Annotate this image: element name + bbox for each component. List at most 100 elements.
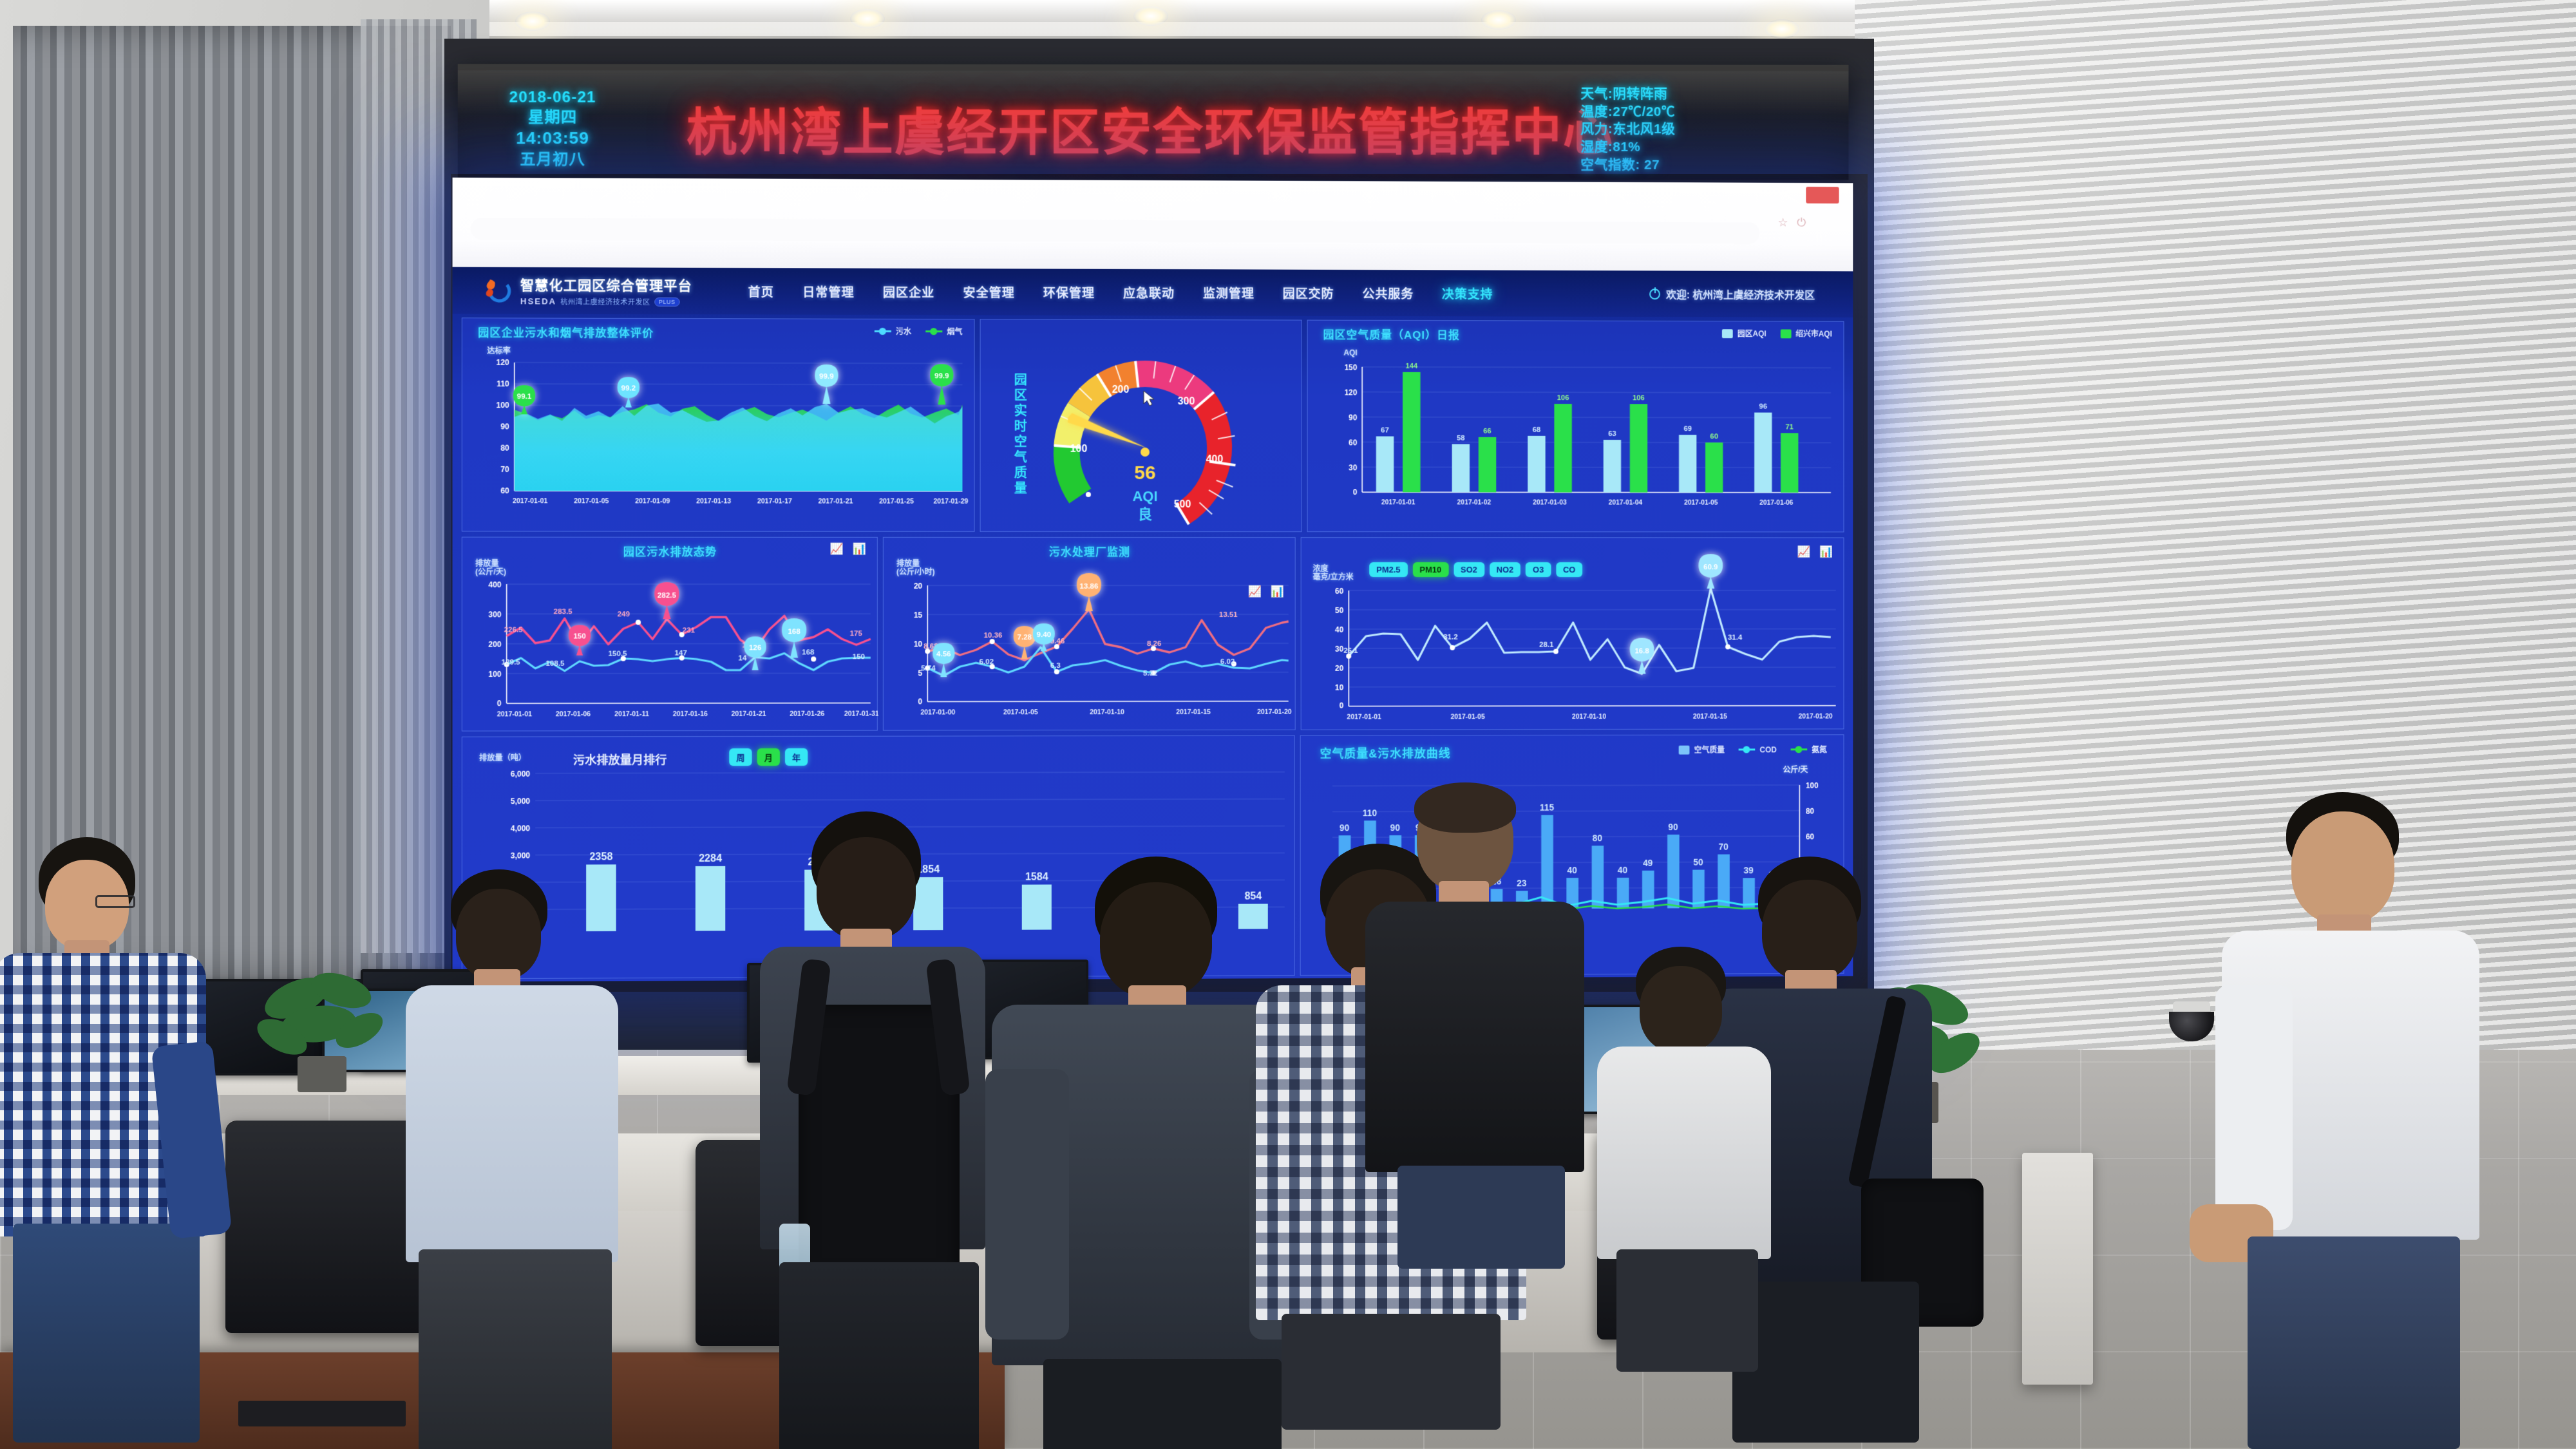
svg-text:249: 249 [618, 611, 630, 618]
svg-text:150: 150 [1345, 363, 1358, 372]
nav-item-env-mgmt[interactable]: 环保管理 [1043, 286, 1095, 301]
person-8-seated-white-shirt [1597, 947, 1777, 1372]
bar-chart-toggle-icon[interactable]: 📊 [1819, 545, 1833, 558]
tab-no2[interactable]: NO2 [1489, 562, 1521, 578]
person-9-standing-right [2190, 792, 2499, 1449]
tab-pm10[interactable]: PM10 [1412, 562, 1449, 578]
nav-item-emergency[interactable]: 应急联动 [1123, 287, 1175, 301]
person-arm-left [985, 1069, 1069, 1340]
downlight-3 [850, 9, 885, 28]
svg-text:2358: 2358 [589, 851, 612, 862]
legend-item-cod[interactable]: COD [1738, 745, 1777, 754]
svg-text:5.32: 5.32 [1143, 670, 1157, 677]
svg-text:175: 175 [850, 630, 863, 638]
bar-chart-toggle-icon[interactable]: 📊 [1271, 585, 1285, 598]
tab-co[interactable]: CO [1556, 562, 1583, 578]
svg-text:300: 300 [1178, 395, 1195, 407]
gauge-unit: AQI [1132, 488, 1157, 504]
svg-text:2017-01-01: 2017-01-01 [497, 710, 532, 718]
legend-item-city-aqi[interactable]: 绍兴市AQI [1780, 328, 1832, 339]
nav-item-traffic-defense[interactable]: 园区交防 [1282, 287, 1334, 301]
svg-text:231: 231 [683, 627, 696, 634]
legend-item-ammonia[interactable]: 氨氮 [1790, 744, 1827, 755]
tab-so2[interactable]: SO2 [1454, 562, 1484, 578]
mouse-cursor-icon [1143, 390, 1155, 406]
panel-sewage-trend-ylabel: 排放量 (公斤/天) [475, 558, 507, 577]
svg-text:60: 60 [1349, 438, 1357, 447]
marker-7-28: 7.28 [1013, 626, 1036, 659]
svg-text:2017-01-10: 2017-01-10 [1090, 708, 1124, 716]
nav-item-park-enterprises[interactable]: 园区企业 [882, 286, 935, 300]
browser-address-bar[interactable] [470, 218, 1760, 245]
person-head [45, 860, 129, 950]
panel-wwtp-monitor-tools[interactable]: 📈 📊 [1249, 585, 1285, 598]
panel-sewage-trend-tools[interactable]: 📈 📊 [830, 543, 867, 556]
svg-text:99.9: 99.9 [819, 373, 833, 381]
tab-week[interactable]: 周 [729, 748, 752, 766]
svg-text:226.5: 226.5 [504, 626, 524, 634]
bar-chart-toggle-icon[interactable]: 📊 [853, 542, 867, 555]
svg-text:58: 58 [1457, 435, 1465, 442]
svg-text:106: 106 [1633, 394, 1645, 402]
svg-text:26.1: 26.1 [1343, 647, 1358, 655]
nav-item-monitoring[interactable]: 监测管理 [1203, 287, 1255, 301]
person-arm-left [2215, 985, 2293, 1230]
tab-o3[interactable]: O3 [1526, 562, 1551, 578]
chart-pollutant-conc: 60 50 40 30 20 10 0 [1335, 554, 1844, 721]
svg-text:0: 0 [1340, 701, 1344, 710]
nav-item-home[interactable]: 首页 [748, 285, 774, 299]
svg-text:80: 80 [500, 444, 509, 453]
svg-text:60: 60 [1806, 832, 1814, 841]
legend-label-air-quality: 空气质量 [1694, 745, 1725, 755]
svg-text:28.1: 28.1 [1539, 641, 1554, 649]
person-torso [1365, 902, 1584, 1172]
svg-text:0: 0 [918, 697, 923, 706]
svg-text:2017-01-01: 2017-01-01 [513, 497, 547, 505]
legend-item-park-aqi[interactable]: 园区AQI [1722, 328, 1766, 339]
svg-text:106: 106 [1557, 394, 1569, 402]
pollutant-tab-group: PM2.5 PM10 SO2 NO2 O3 CO [1369, 562, 1583, 578]
tab-month[interactable]: 月 [757, 748, 780, 766]
browser-toolbar-icons[interactable]: ☆⏻ [1777, 216, 1815, 229]
line-chart-toggle-icon[interactable]: 📈 [1797, 545, 1812, 558]
panel-aqi-sewage-right-ylabel: 公斤/天 [1783, 765, 1808, 775]
svg-text:2017-01-05: 2017-01-05 [574, 497, 609, 505]
svg-text:50: 50 [1693, 857, 1703, 867]
nav-item-daily-mgmt[interactable]: 日常管理 [802, 285, 855, 300]
svg-text:400: 400 [1206, 453, 1224, 465]
svg-text:80: 80 [1806, 807, 1814, 816]
svg-text:20: 20 [1335, 664, 1344, 673]
marker-150: 150 [568, 625, 591, 656]
svg-text:15: 15 [914, 611, 923, 620]
svg-text:71: 71 [1785, 423, 1794, 431]
svg-text:50: 50 [1335, 606, 1344, 615]
backpack [799, 1005, 960, 1282]
svg-text:150: 150 [853, 653, 865, 661]
svg-text:68: 68 [1533, 426, 1541, 434]
legend-item-fluegas[interactable]: 烟气 [925, 326, 962, 337]
panel-aqi-daily-ylabel: AQI [1343, 348, 1358, 357]
legend-item-air-quality[interactable]: 空气质量 [1678, 744, 1725, 755]
nav-item-decision-support[interactable]: 决策支持 [1441, 287, 1493, 301]
svg-text:2284: 2284 [699, 853, 722, 864]
svg-text:150.5: 150.5 [609, 650, 628, 658]
line-chart-toggle-icon[interactable]: 📈 [830, 542, 844, 555]
svg-text:144: 144 [1405, 363, 1417, 370]
welcome-user[interactable]: 欢迎: 杭州湾上虞经济技术开发区 [1649, 286, 1815, 302]
power-icon[interactable] [1649, 288, 1661, 299]
svg-text:168: 168 [802, 649, 815, 656]
svg-text:13.86: 13.86 [1080, 583, 1099, 591]
panel-pollutant-tools[interactable]: 📈 📊 [1797, 545, 1833, 558]
panel-aqi-sewage-legend: 空气质量 COD 氨氮 [1678, 744, 1827, 755]
browser-tab-strip[interactable] [471, 188, 473, 199]
nav-item-public-service[interactable]: 公共服务 [1362, 287, 1414, 301]
browser-close-button[interactable] [1806, 186, 1839, 204]
svg-text:110: 110 [1363, 808, 1377, 818]
tab-pm25[interactable]: PM2.5 [1369, 562, 1408, 578]
legend-item-wastewater[interactable]: 污水 [874, 326, 911, 337]
person-legs [1397, 1166, 1565, 1269]
line-chart-toggle-icon[interactable]: 📈 [1248, 585, 1262, 598]
tab-year[interactable]: 年 [785, 748, 808, 766]
nav-item-safety-mgmt[interactable]: 安全管理 [963, 286, 1015, 300]
browser-chrome: ☆⏻ [452, 177, 1853, 272]
